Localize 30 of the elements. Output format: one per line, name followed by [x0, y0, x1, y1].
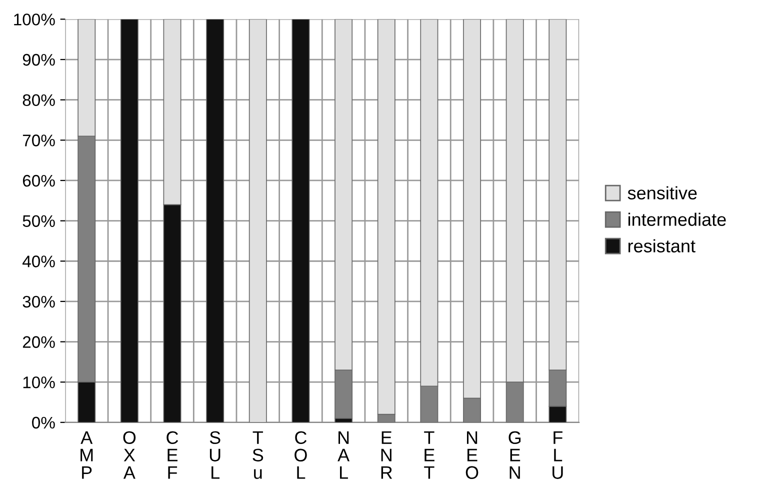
- x-tick-label: S U L: [210, 431, 220, 479]
- x-tick-label: F L U: [552, 431, 563, 479]
- bar: [206, 19, 224, 422]
- legend-label: intermediate: [628, 212, 726, 226]
- y-tick-label: 70%: [22, 134, 55, 146]
- legend-label: sensitive: [628, 186, 697, 200]
- x-tick-label: N E O: [466, 431, 478, 479]
- y-tick-label: 50%: [22, 215, 55, 228]
- legend-label: resistant: [628, 239, 696, 252]
- y-tick-label: 30%: [22, 296, 55, 308]
- x-tick-label: A M P: [80, 431, 93, 479]
- x-tick-label: E N R: [381, 431, 392, 479]
- y-tick-label: 0%: [32, 416, 55, 429]
- y-tick-label: 100%: [14, 14, 55, 26]
- x-tick-label: T S u: [252, 431, 264, 479]
- x-tick-label: O X A: [123, 431, 136, 479]
- bar: [292, 19, 310, 422]
- y-tick-label: 40%: [22, 256, 55, 268]
- y-tick-label: 90%: [22, 54, 55, 66]
- x-tick-label: T E T: [424, 431, 434, 479]
- x-tick-label: C O L: [294, 431, 307, 479]
- y-tick-label: 60%: [22, 174, 55, 187]
- x-tick-label: G E N: [508, 431, 521, 479]
- x-tick-label: N A L: [338, 431, 350, 479]
- y-tick-label: 20%: [22, 336, 55, 348]
- y-tick-label: 80%: [22, 94, 55, 106]
- bar: [248, 19, 267, 422]
- x-tick-label: C E F: [166, 431, 178, 479]
- bar: [120, 19, 138, 422]
- y-tick-label: 10%: [23, 376, 55, 388]
